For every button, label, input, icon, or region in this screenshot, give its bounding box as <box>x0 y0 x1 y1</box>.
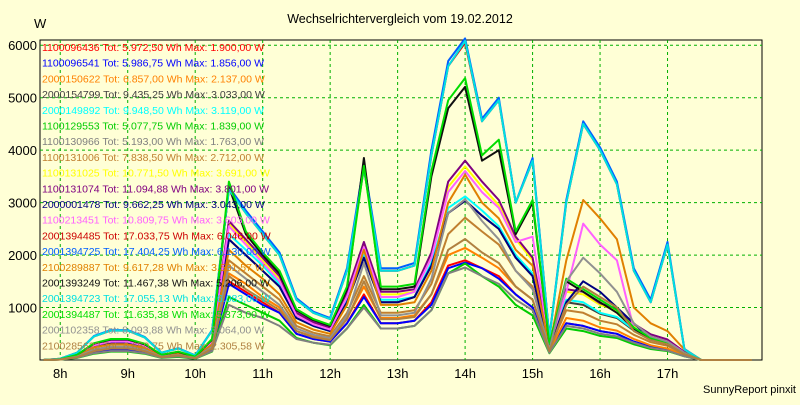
legend-entry-1100131074: 1100131074 Tot: 11.094,88 Wh Max: 3.801,… <box>42 183 269 195</box>
axis-ticks: 1000 2000 3000 4000 5000 6000 8h 9h 10h 11h 12h 13h… <box>8 38 678 381</box>
y-tick-label: 4000 <box>8 143 37 158</box>
legend-entry-2000149892: 2000149892 Tot: 9.948,50 Wh Max: 3.119,0… <box>42 105 264 117</box>
y-tick-label: 3000 <box>8 196 37 211</box>
y-tick-label: 6000 <box>8 38 37 53</box>
legend-entry-2100285622: 2100285622 Tot: 6.650,75 Wh Max: 2.305,5… <box>42 340 265 352</box>
legend-entry-2001393249: 2001393249 Tot: 11.467,38 Wh Max: 5.206,… <box>42 278 270 290</box>
legend-entry-2000001478: 2000001478 Tot: 9.662,25 Wh Max: 3.043,0… <box>42 199 265 211</box>
legend: 1100096436 Tot: 5.972,50 Wh Max: 1.900,0… <box>42 42 271 352</box>
legend-entry-1100096541: 1100096541 Tot: 5.986,75 Wh Max: 1.856,0… <box>42 58 264 70</box>
x-tick-label: 13h <box>387 366 409 381</box>
plot-area <box>39 39 763 361</box>
x-tick-label: 8h <box>53 366 67 381</box>
legend-entry-1100096436: 1100096436 Tot: 5.972,50 Wh Max: 1.900,0… <box>42 42 264 54</box>
y-tick-label: 1000 <box>8 301 37 316</box>
series-layer <box>43 37 752 361</box>
legend-entry-1100129553: 1100129553 Tot: 5.077,75 Wh Max: 1.839,0… <box>42 121 264 133</box>
legend-entry-2100289887: 2100289887 Tot: 9.617,28 Wh Max: 3.531,5… <box>42 262 265 274</box>
grid-layer <box>40 40 762 360</box>
legend-entry-1100213451: 1100213451 Tot: 10.809,75 Wh Max: 3.603,… <box>42 215 270 227</box>
legend-entry-2001394487: 2001394487 Tot: 11.635,38 Wh Max: 5.373,… <box>42 309 270 321</box>
legend-entry-2001394723: 2001394723 Tot: 17.055,13 Wh Max: 6.083,… <box>42 293 271 305</box>
x-tick-label: 15h <box>522 366 544 381</box>
legend-entry-2001102358: 2001102358 Tot: 8.093,88 Wh Max: 3.064,0… <box>42 325 264 337</box>
x-tick-label: 12h <box>319 366 341 381</box>
x-tick-label: 14h <box>454 366 476 381</box>
legend-entry-1100130966: 1100130966 Tot: 5.193,00 Wh Max: 1.763,0… <box>42 136 264 148</box>
series-line-2100285622 <box>43 238 752 361</box>
x-tick-label: 10h <box>184 366 206 381</box>
x-tick-label: 16h <box>589 366 611 381</box>
series-line-2001394487 <box>43 77 752 361</box>
footer-credit: SunnyReport pinxit <box>703 384 796 396</box>
legend-entry-2001394485: 2001394485 Tot: 17.033,75 Wh Max: 6.046,… <box>42 230 271 242</box>
legend-entry-1100131006: 1100131006 Tot: 7.838,50 Wh Max: 2.712,0… <box>42 152 264 164</box>
x-tick-label: 9h <box>120 366 134 381</box>
y-tick-label: 5000 <box>8 91 37 106</box>
legend-entry-2001394725: 2001394725 Tot: 17.404,25 Wh Max: 6.130,… <box>42 246 271 258</box>
legend-entry-1100131025: 1100131025 Tot: 10.771,50 Wh Max: 3.691,… <box>42 168 270 180</box>
legend-entry-2000150622: 2000150622 Tot: 6.857,00 Wh Max: 2.137,0… <box>42 73 265 85</box>
series-line-2001394723 <box>43 39 752 361</box>
y-tick-label: 2000 <box>8 248 37 263</box>
x-tick-label: 17h <box>657 366 679 381</box>
x-tick-label: 11h <box>252 366 273 381</box>
legend-entry-2000154799: 2000154799 Tot: 9.435,25 Wh Max: 3.033,0… <box>42 89 265 101</box>
y-axis-unit-label: W <box>34 16 47 31</box>
chart-title: Wechselrichtervergleich vom 19.02.2012 <box>287 12 513 26</box>
